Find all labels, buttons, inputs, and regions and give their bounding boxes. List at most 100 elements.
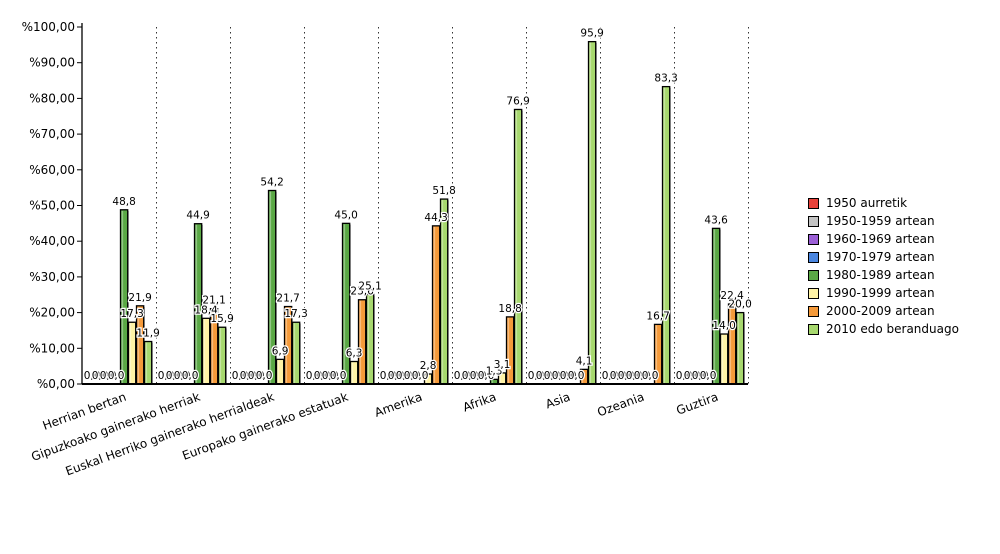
data-label: 0,0 [158,370,175,382]
data-label: 0,0 [560,370,577,382]
data-label: 0,0 [108,370,125,382]
bar-highlight [367,295,370,383]
data-label: 0,0 [396,370,413,382]
y-tick-label: %70,00 [29,127,75,141]
legend-label: 1970-1979 artean [826,250,935,264]
data-label: 0,0 [330,370,347,382]
data-label: 44,3 [424,212,447,224]
bar-highlight [121,210,124,383]
data-label: 0,0 [478,370,495,382]
legend-label: 1950 aurretik [826,196,908,210]
data-label: 0,0 [404,370,421,382]
legend-label: 2000-2009 artean [826,304,935,318]
data-label: 44,9 [186,210,209,222]
legend-label: 2010 edo beranduago [826,322,959,336]
data-label: 18,8 [498,303,521,315]
data-label: 4,1 [576,355,593,367]
data-label: 54,2 [260,177,283,189]
legend-swatch [808,197,819,209]
data-label: 25,1 [358,280,381,292]
data-label: 0,0 [232,370,249,382]
data-label: 6,3 [346,348,363,360]
legend-item: 1970-1979 artean [808,248,959,266]
legend-item: 1950 aurretik [808,194,959,212]
bar-highlight [491,380,494,383]
bar-highlight [219,328,222,383]
data-label: 11,9 [136,328,159,340]
bar-highlight [203,319,206,383]
data-label: 17,3 [120,308,143,320]
bar-highlight [293,323,296,383]
y-tick-label: %100,00 [22,20,75,34]
x-tick-label: Guztira [674,390,720,418]
legend-item: 1990-1999 artean [808,284,959,302]
bar-highlight [441,200,444,383]
data-label: 21,1 [202,295,225,307]
data-label: 14,0 [712,320,735,332]
data-label: 95,9 [580,28,603,40]
legend-label: 1980-1989 artean [826,268,935,282]
y-tick-label: %40,00 [29,234,75,248]
data-label: 48,8 [112,196,135,208]
legend-swatch [808,215,819,227]
legend: 1950 aurretik 1950-1959 artean 1960-1969 a… [808,194,959,338]
data-label: 0,0 [642,370,659,382]
bar-highlight [433,226,436,383]
bar-highlight [499,373,502,383]
data-label: 0,0 [306,370,323,382]
data-label: 0,0 [166,370,183,382]
data-label: 0,0 [552,370,569,382]
data-label: 0,0 [314,370,331,382]
legend-item: 1950-1959 artean [808,212,959,230]
data-label: 0,0 [462,370,479,382]
bar-highlight [145,342,148,383]
legend-swatch [808,305,819,317]
data-label: 0,0 [610,370,627,382]
data-label: 0,0 [528,370,545,382]
data-label: 0,0 [380,370,397,382]
legend-item: 1980-1989 artean [808,266,959,284]
data-label: 21,9 [128,292,151,304]
legend-swatch [808,233,819,245]
bar-highlight [721,335,724,383]
data-label: 0,0 [182,370,199,382]
data-label: 0,0 [634,370,651,382]
y-tick-label: %10,00 [29,341,75,355]
data-label: 0,0 [602,370,619,382]
legend-label: 1990-1999 artean [826,286,935,300]
data-label: 0,0 [626,370,643,382]
bar-highlight [663,87,666,383]
data-label: 0,0 [174,370,191,382]
data-label: 45,0 [334,209,357,221]
bar-highlight [137,306,140,383]
data-label: 0,0 [84,370,101,382]
x-tick-label: Asia [544,390,572,412]
data-label: 0,0 [618,370,635,382]
data-label: 0,0 [240,370,257,382]
bar-highlight [277,360,280,383]
data-label: 0,0 [544,370,561,382]
data-label: 17,3 [284,308,307,320]
bar-highlight [729,305,732,383]
data-label: 76,9 [506,95,529,107]
legend-item: 2010 edo beranduago [808,320,959,338]
y-tick-label: %90,00 [29,56,75,70]
x-tick-label: Ozeania [595,390,646,420]
bar-highlight [737,313,740,383]
legend-swatch [808,287,819,299]
data-label: 0,0 [568,370,585,382]
data-label: 20,0 [728,299,751,311]
x-tick-label: Amerika [373,390,424,420]
data-label: 0,0 [692,370,709,382]
data-label: 6,9 [272,345,289,357]
y-tick-label: %0,00 [37,377,75,391]
data-label: 0,0 [256,370,273,382]
data-label: 0,0 [92,370,109,382]
data-label: 0,0 [100,370,117,382]
y-tick-label: %80,00 [29,91,75,105]
legend-item: 2000-2009 artean [808,302,959,320]
data-label: 0,0 [676,370,693,382]
legend-swatch [808,323,819,335]
